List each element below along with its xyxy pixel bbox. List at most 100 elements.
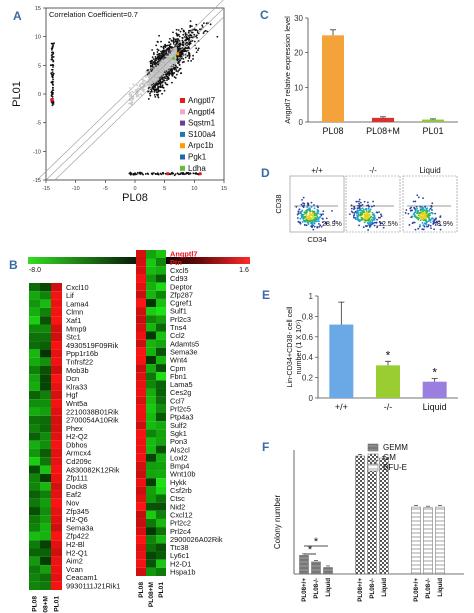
scatter-point [128,172,131,175]
scatter-point [152,71,155,74]
scatter-point [175,68,177,70]
flow-event [423,216,426,219]
scatter-point [156,67,159,69]
flow-event [304,212,307,215]
scatter-point [152,72,155,75]
flow-event [363,218,365,221]
gene-label: Cgref1 [170,299,192,308]
flow-event [301,214,304,216]
scatter-point [181,43,184,46]
x-tick-label: PL08+M [366,126,400,136]
scatter-point [172,72,174,75]
y-tick-label: -5 [36,121,41,127]
flow-event [299,217,302,220]
scatter-point [148,86,151,89]
flow-event [371,222,374,225]
scatter-point [154,74,156,77]
flow-event [421,217,424,220]
scatter-point [154,75,157,78]
scatter-point [162,70,164,73]
scatter-point [162,60,165,63]
scatter-point [154,79,157,82]
scatter-point [51,45,54,48]
scatter-point [155,79,158,82]
flow-event [357,218,359,220]
y-axis-label: PL01 [11,81,23,107]
scatter-point [169,52,171,54]
scatter-point [138,88,141,90]
scatter-point [160,73,163,76]
scatter-point [162,172,164,175]
scatter-point [156,62,159,64]
flow-event [313,210,316,213]
scatter-point [147,80,150,83]
scatter-point [167,62,170,65]
scatter-point [187,59,190,62]
scatter-point [176,55,179,58]
scatter-point [162,62,165,65]
scatter-point [164,81,167,84]
scatter-point [154,58,157,61]
scatter-point [50,81,53,84]
scatter-point [168,51,171,54]
scatter-point [157,77,159,80]
heatmap-cell [40,473,51,483]
scatter-point [179,51,181,54]
gate-percentage: 28.9% [322,221,342,228]
scatter-point [158,64,161,66]
scatter-point [165,56,168,59]
heatmap-cell [156,282,166,291]
scatter-point [129,91,132,94]
scatter-point [140,87,143,90]
heatmap-cell [29,341,40,350]
scatter-point [149,82,152,84]
flow-event [317,220,319,223]
scatter-point [159,63,162,66]
scatter-point [191,39,194,42]
heatmap-cell [29,424,40,433]
scatter-point [153,64,156,67]
scatter-point [51,95,54,98]
flow-event [421,209,423,212]
scatter-point [178,51,181,54]
scatter-point [160,77,163,79]
scatter-point [164,67,167,69]
scatter-point [162,61,165,64]
flow-event [366,204,369,207]
heatmap-cell [51,515,62,524]
scatter-point [162,60,165,63]
scatter-point [177,60,180,63]
scatter-point [168,52,171,55]
scatter-point [178,69,180,72]
scatter-point [153,74,155,76]
scatter-point [173,41,176,43]
scatter-point [149,62,152,65]
scatter-point [142,86,145,89]
flow-event [312,215,315,218]
flow-event [411,215,414,218]
scatter-point [178,54,181,57]
scatter-point [151,76,154,79]
heatmap-cell [136,347,146,356]
scatter-point [139,86,142,89]
scatter-point [163,67,166,70]
heatmap-cell [29,307,40,317]
gene-label: Ceacam1 [66,573,98,582]
scatter-point [157,78,160,81]
flow-event [312,213,315,216]
flow-event [420,208,423,210]
scatter-point [129,99,131,101]
scatter-point [163,68,166,71]
flow-event [309,210,312,213]
scatter-point [147,173,150,175]
flow-event [308,208,311,211]
heatmap-column-label: PL08 [32,596,39,612]
heatmap-cell [51,307,62,317]
scatter-point [158,69,160,72]
y-tick-label: 15 [35,6,41,12]
scatter-point [161,67,163,70]
flow-event [317,216,319,219]
scatter-point [216,35,219,38]
gate-percentage: 12.5% [378,221,398,228]
flow-event [364,225,367,227]
